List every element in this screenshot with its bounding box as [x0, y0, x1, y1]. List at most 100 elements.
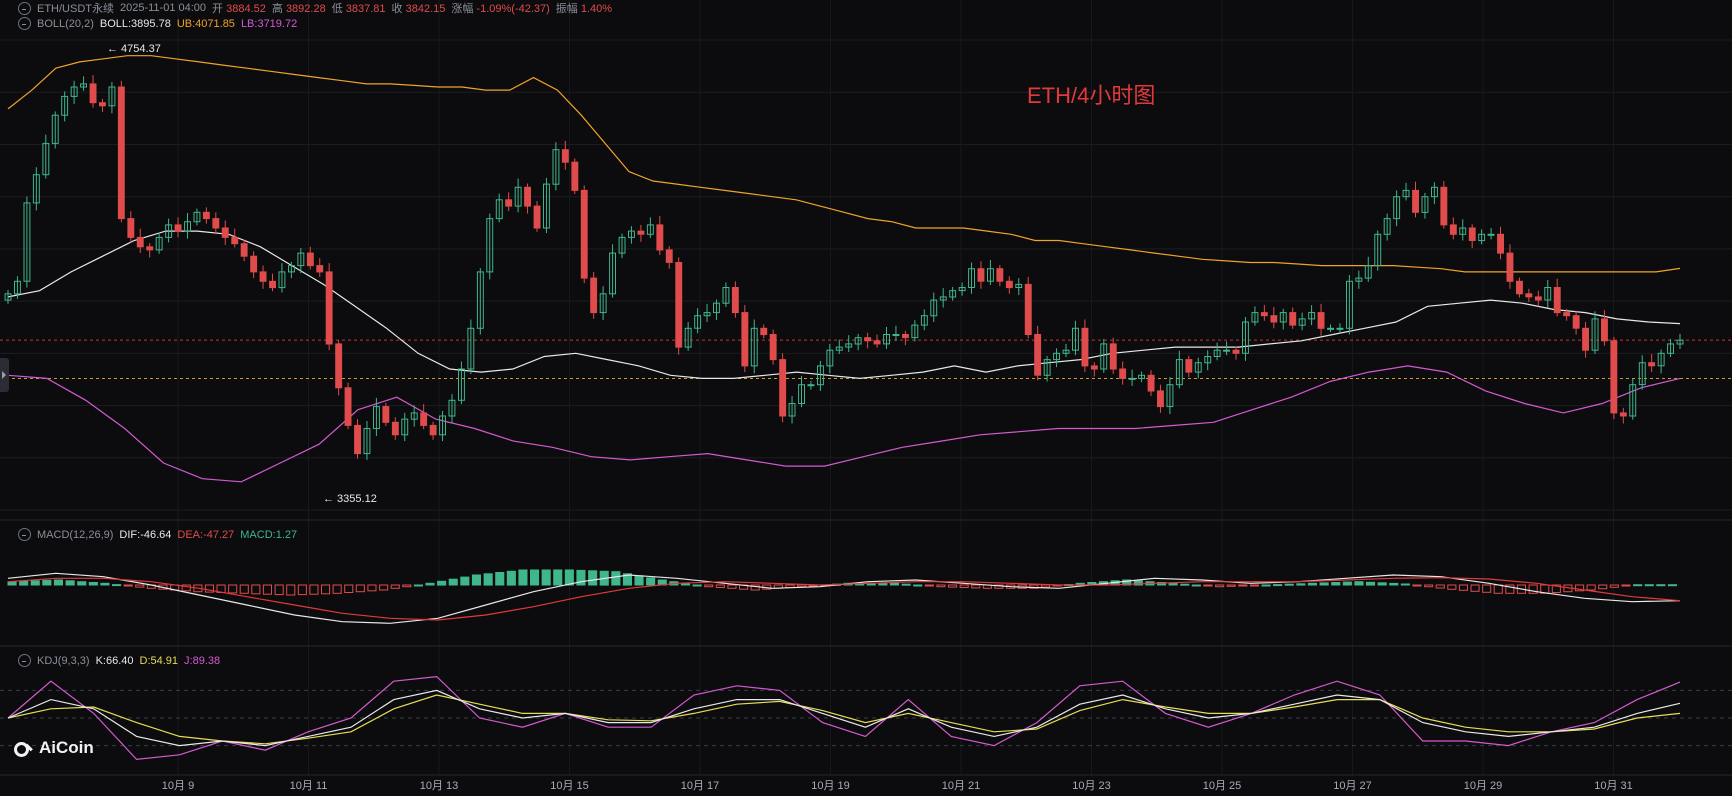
- macd-histogram-bar: [30, 580, 40, 586]
- candle-body: [1449, 224, 1457, 235]
- macd-histogram-bar: [1284, 583, 1294, 586]
- candle-body: [731, 287, 739, 314]
- candle-body: [1223, 349, 1230, 352]
- candle-body: [4, 293, 12, 301]
- macd-histogram-bar: [274, 584, 284, 596]
- macd-histogram-bar: [1238, 584, 1248, 587]
- candle-body: [1242, 321, 1249, 354]
- macd-histogram-bar: [1644, 584, 1654, 587]
- candle-body: [1525, 293, 1533, 298]
- macd-histogram-bar: [344, 584, 354, 593]
- candle-body: [1610, 340, 1618, 414]
- side-panel-toggle[interactable]: [0, 358, 9, 392]
- macd-histogram-bar: [112, 584, 122, 587]
- kdj-visibility-icon[interactable]: [18, 654, 31, 667]
- macd-histogram-bar: [77, 581, 87, 586]
- macd-histogram-bar: [1458, 584, 1469, 591]
- x-axis-tick-label: 10月 23: [1072, 780, 1111, 792]
- candle-body: [694, 315, 702, 329]
- boll-visibility-icon[interactable]: [18, 17, 31, 30]
- candle-body: [1487, 233, 1495, 236]
- candle-body: [958, 287, 966, 292]
- candle-body: [892, 334, 900, 336]
- candle-body: [165, 224, 173, 238]
- candle-body: [448, 399, 456, 417]
- aicoin-logo-text: AiCoin: [39, 738, 94, 757]
- macd-histogram-bar: [901, 583, 911, 586]
- candle-body: [259, 271, 267, 282]
- candle-body: [911, 324, 919, 339]
- candle-body: [401, 418, 409, 436]
- candle-body: [486, 218, 494, 273]
- boll-middle-band: [7, 230, 1681, 380]
- macd-histogram-bar: [878, 582, 888, 586]
- candle-body: [1175, 359, 1183, 386]
- macd-dea-line: [7, 577, 1681, 621]
- macd-histogram-bar: [576, 569, 586, 586]
- macd-histogram-bar: [1586, 584, 1596, 591]
- candle-body: [1100, 343, 1108, 370]
- candle-body: [495, 199, 503, 220]
- candle-body: [467, 327, 475, 370]
- macd-histogram-bar: [889, 582, 900, 586]
- candle-body: [760, 327, 768, 336]
- candle-body: [514, 186, 522, 207]
- macd-histogram-bar: [1389, 582, 1399, 586]
- macd-legend: MACD(12,26,9) DIF:-46.64 DEA:-47.27 MACD…: [18, 528, 297, 541]
- candle-body: [788, 403, 796, 417]
- macd-histogram-bar: [402, 584, 412, 588]
- macd-histogram-bar: [1400, 583, 1410, 586]
- candle-body: [61, 95, 69, 116]
- candle-body: [1204, 356, 1212, 364]
- amplitude-value: 1.40%: [580, 3, 613, 15]
- kdj-label[interactable]: KDJ(9,3,3): [37, 654, 90, 667]
- macd-label[interactable]: MACD(12,26,9): [37, 528, 114, 541]
- macd-histogram-bar: [797, 584, 807, 588]
- candle-body: [835, 346, 843, 351]
- x-axis-tick-label: 10月 29: [1464, 780, 1503, 792]
- candle-body: [1147, 374, 1155, 392]
- candle-body: [1251, 312, 1259, 323]
- candle-body: [1431, 186, 1438, 198]
- candle-body: [231, 236, 239, 245]
- candle-body: [1591, 318, 1599, 351]
- macd-histogram-bar: [692, 584, 702, 587]
- macd-histogram-bar: [1261, 584, 1271, 587]
- macd-histogram-bar: [1493, 584, 1503, 594]
- x-axis-tick-label: 10月 19: [811, 780, 850, 792]
- candle-body: [817, 365, 824, 386]
- candle-body: [1383, 218, 1391, 235]
- macd-histogram-bar: [971, 584, 981, 589]
- candle-body: [1109, 343, 1117, 370]
- candle-body: [1213, 349, 1221, 358]
- candle-body: [599, 293, 607, 314]
- macd-histogram-bar: [390, 584, 400, 589]
- candle-body: [920, 315, 928, 326]
- candle-body: [391, 421, 399, 436]
- macd-histogram-bar: [1366, 581, 1376, 586]
- candle-body: [722, 287, 730, 304]
- candle-body: [807, 384, 815, 387]
- candle-body: [571, 161, 579, 191]
- macd-histogram-bar: [588, 570, 598, 586]
- candle-body: [1440, 186, 1448, 226]
- candle-body: [1402, 189, 1410, 198]
- candle-body: [1090, 365, 1098, 370]
- candle-body: [1346, 280, 1353, 329]
- boll-label[interactable]: BOLL(20,2): [37, 17, 94, 30]
- macd-histogram-bar: [564, 569, 574, 586]
- candle-body: [297, 252, 305, 267]
- candle-body: [240, 243, 248, 257]
- macd-histogram-bar: [1575, 584, 1585, 592]
- candle-body: [1364, 265, 1372, 279]
- macd-histogram-bar: [1215, 584, 1225, 588]
- candle-body: [703, 312, 711, 317]
- macd-histogram-bar: [204, 584, 214, 593]
- candle-body: [1289, 312, 1297, 326]
- visibility-icon[interactable]: [18, 1, 31, 15]
- macd-visibility-icon[interactable]: [18, 528, 31, 541]
- candle-body: [637, 230, 645, 235]
- macd-histogram-bar: [495, 572, 505, 586]
- candle-body: [1412, 189, 1419, 213]
